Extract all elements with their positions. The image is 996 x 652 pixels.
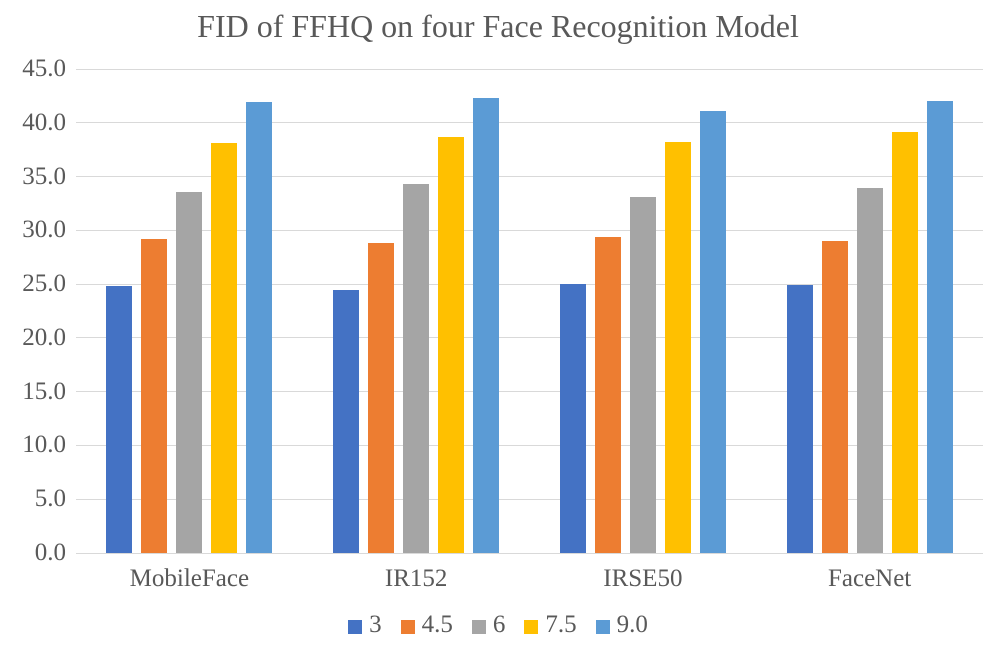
- chart-title: FID of FFHQ on four Face Recognition Mod…: [197, 8, 799, 44]
- category-label-irse50: IRSE50: [603, 565, 683, 592]
- legend-label: 3: [369, 611, 382, 638]
- y-tick-label: 40.0: [22, 108, 66, 136]
- legend-swatch-4-5: [400, 619, 415, 634]
- bar-mobileface-7-5: [211, 143, 238, 553]
- y-tick-label: 15.0: [22, 377, 66, 405]
- bar-group-mobileface: [76, 69, 303, 553]
- bar-mobileface-4-5: [141, 238, 168, 553]
- gridline: [76, 176, 983, 178]
- y-tick-label: 10.0: [22, 431, 66, 459]
- legend-swatch-6: [471, 619, 486, 634]
- gridline: [76, 68, 983, 70]
- category-label-ir152: IR152: [384, 565, 448, 592]
- bar-group-facenet: [756, 69, 983, 553]
- y-tick-label: 35.0: [22, 162, 66, 190]
- legend-item-7-5: 7.5: [524, 611, 577, 639]
- y-tick-label: 20.0: [22, 323, 66, 351]
- y-tick-label: 5.0: [34, 485, 66, 513]
- bar-irse50-7-5: [664, 142, 691, 553]
- legend: 3 4.5 6 7.5 9.0: [0, 611, 996, 639]
- bar-mobileface-6: [176, 191, 203, 553]
- bar-mobileface-3: [106, 286, 133, 553]
- legend-item-4-5: 4.5: [400, 611, 453, 639]
- legend-item-6: 6: [471, 611, 506, 639]
- bar-facenet-4-5: [821, 241, 848, 553]
- gridline: [76, 337, 983, 339]
- gridline: [76, 391, 983, 393]
- bar-ir152-6: [403, 184, 430, 553]
- y-tick-label: 25.0: [22, 270, 66, 298]
- legend-label: 4.5: [421, 611, 453, 638]
- bar-ir152-3: [333, 289, 360, 553]
- gridline: [76, 229, 983, 231]
- legend-swatch-7-5: [524, 619, 539, 634]
- bar-ir152-4-5: [368, 243, 395, 553]
- bar-ir152-9-0: [473, 98, 500, 553]
- bar-group-ir152: [303, 69, 530, 553]
- category-label-mobileface: MobileFace: [129, 565, 250, 592]
- bar-ir152-7-5: [438, 136, 465, 553]
- legend-swatch-9-0: [595, 619, 610, 634]
- bar-mobileface-9-0: [246, 102, 273, 553]
- bar-facenet-9-0: [926, 101, 953, 553]
- bar-group-irse50: [530, 69, 757, 553]
- legend-swatch-3: [348, 619, 363, 634]
- plot-area: [76, 68, 983, 554]
- bar-facenet-3: [786, 285, 813, 553]
- bar-irse50-9-0: [699, 110, 726, 553]
- gridline: [76, 283, 983, 285]
- bar-irse50-4-5: [594, 236, 621, 553]
- legend-label: 9.0: [616, 611, 648, 638]
- bar-irse50-3: [559, 284, 586, 553]
- y-tick-label: 0.0: [34, 539, 66, 566]
- category-label-facenet: FaceNet: [827, 565, 912, 592]
- gridline: [76, 498, 983, 500]
- legend-label: 6: [492, 611, 506, 638]
- y-tick-label: 45.0: [22, 55, 66, 82]
- legend-label: 7.5: [545, 611, 577, 638]
- gridline: [76, 444, 983, 446]
- gridline: [76, 122, 983, 124]
- legend-item-9-0: 9.0: [595, 611, 648, 639]
- gridline: [76, 552, 983, 554]
- bar-irse50-6: [629, 197, 656, 553]
- bar-facenet-6: [856, 188, 883, 553]
- bar-groups: [76, 69, 983, 553]
- y-tick-label: 30.0: [22, 216, 66, 244]
- legend-item-3: 3: [348, 611, 382, 639]
- x-axis: MobileFace IR152 IRSE50 FaceNet: [76, 565, 983, 593]
- bar-facenet-7-5: [891, 132, 918, 553]
